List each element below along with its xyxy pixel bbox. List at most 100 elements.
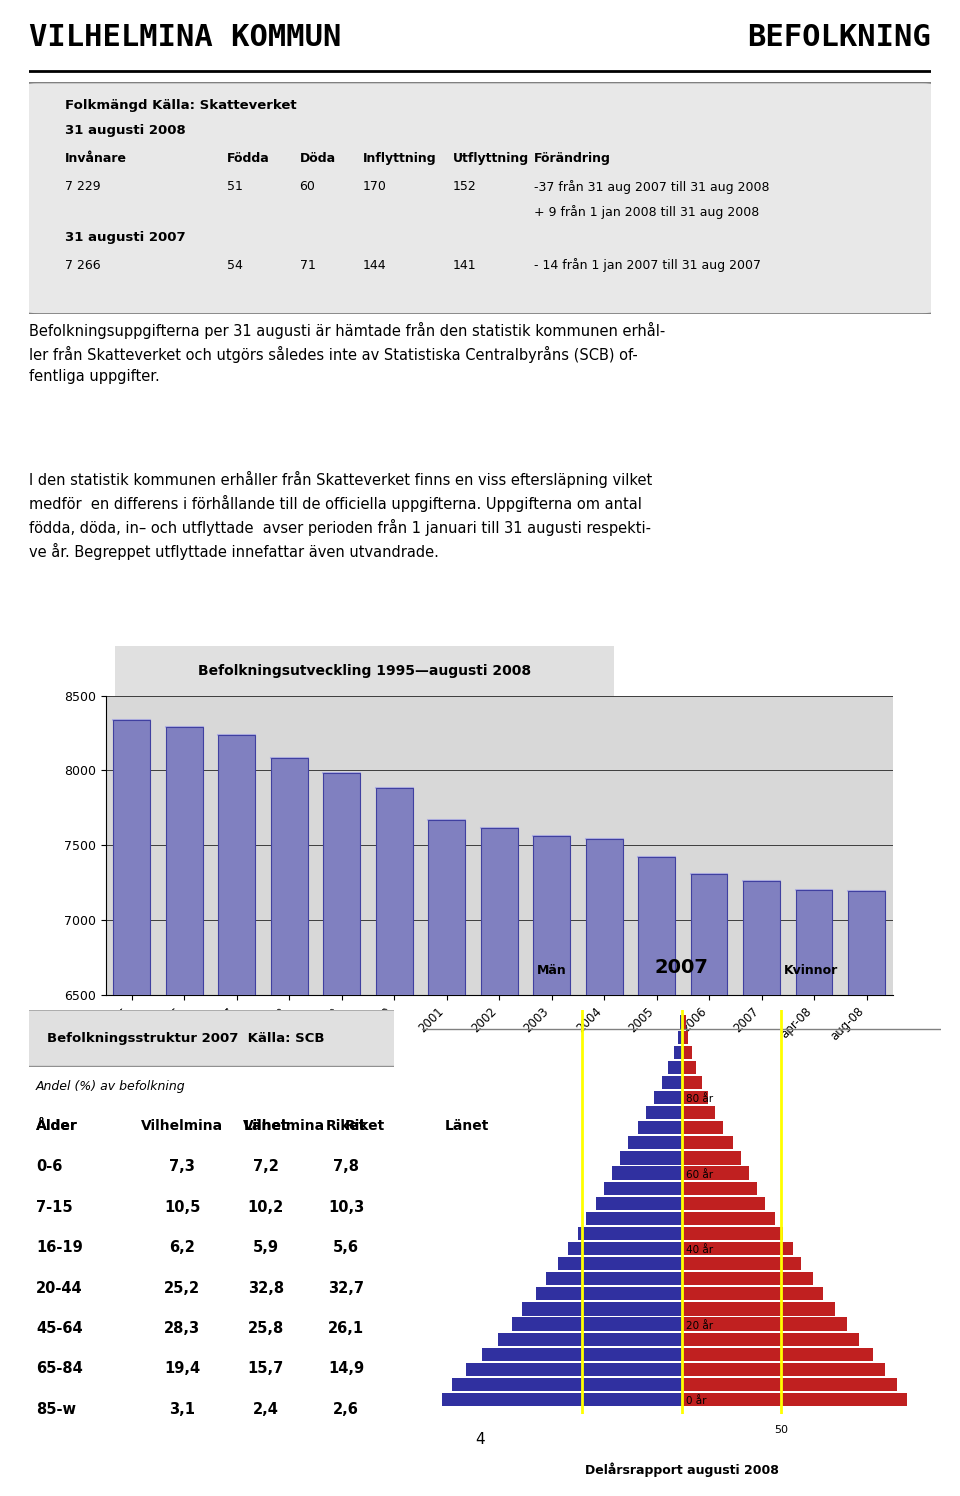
Text: 16-19: 16-19 [36,1240,83,1255]
Bar [682,1031,687,1044]
Bar [512,1318,682,1330]
Text: 54: 54 [228,259,243,271]
Text: 7,8: 7,8 [333,1159,359,1174]
Text: 65-84: 65-84 [36,1361,83,1376]
Text: Män: Män [538,965,566,977]
Bar [743,881,780,1496]
Text: 152: 152 [453,180,477,193]
Text: 60: 60 [300,180,316,193]
Bar [568,1242,682,1255]
Text: 141: 141 [453,259,476,271]
Text: 4: 4 [475,1432,485,1448]
Text: 3,1: 3,1 [169,1402,195,1417]
Text: Riket: Riket [326,1119,367,1132]
Text: Delårsrapport augusti 2008: Delårsrapport augusti 2008 [585,1462,779,1477]
Bar [682,1167,750,1180]
Bar [498,1333,682,1346]
Bar [796,890,832,1496]
Bar [682,1197,765,1210]
Bar [682,1257,802,1270]
Bar [522,1303,682,1315]
Text: 26,1: 26,1 [328,1321,364,1336]
Bar [586,838,622,1496]
Text: Förändring: Förändring [534,153,611,165]
Bar [534,836,570,1496]
Bar [482,1348,682,1361]
Bar [678,1031,682,1044]
Bar [849,890,885,1496]
Text: Ålder: Ålder [36,1119,78,1132]
Bar [682,1378,897,1391]
Text: 14,9: 14,9 [328,1361,364,1376]
Bar [271,758,307,1496]
Bar [682,1121,724,1134]
Text: 7-15: 7-15 [36,1200,73,1215]
Text: BEFOLKNING: BEFOLKNING [748,22,931,52]
Text: 85-w: 85-w [36,1402,76,1417]
Bar [682,1287,823,1300]
Text: 144: 144 [363,259,386,271]
Bar [166,727,203,1496]
Bar [682,1303,835,1315]
Bar [691,874,728,1496]
Bar [661,1076,682,1089]
Bar [682,1212,776,1225]
Bar [628,1137,682,1149]
Text: Befolkningsutveckling 1995—augusti 2008: Befolkningsutveckling 1995—augusti 2008 [198,664,532,678]
Text: 5,9: 5,9 [252,1240,279,1255]
Bar [682,1393,907,1406]
Text: 19,4: 19,4 [164,1361,200,1376]
Text: 0 år: 0 år [685,1396,707,1406]
Text: 31 augusti 2008: 31 augusti 2008 [65,124,185,138]
FancyBboxPatch shape [20,82,940,314]
Text: Döda: Döda [300,153,336,165]
Bar [682,1242,793,1255]
Text: 0-6: 0-6 [36,1159,62,1174]
Text: 40 år: 40 år [685,1245,712,1255]
Bar [654,1091,682,1104]
Text: Andel (%) av befolkning: Andel (%) av befolkning [36,1080,185,1094]
Bar [682,1106,715,1119]
Text: Folkmängd Källa: Skatteverket: Folkmängd Källa: Skatteverket [65,99,297,112]
Bar [452,1378,682,1391]
Text: 45-64: 45-64 [36,1321,83,1336]
Bar [682,1363,885,1376]
Text: 7 229: 7 229 [65,180,101,193]
FancyBboxPatch shape [11,1010,412,1067]
Bar [682,1076,702,1089]
Bar [376,788,413,1496]
Text: Utflyttning: Utflyttning [453,153,529,165]
Text: 7,2: 7,2 [253,1159,278,1174]
Bar [604,1182,682,1195]
Text: 25,2: 25,2 [164,1281,200,1296]
Bar [646,1106,682,1119]
Text: 71: 71 [300,259,316,271]
Text: Länet: Länet [244,1119,288,1132]
Bar [682,1333,859,1346]
Bar [219,735,255,1496]
Text: Vilhelmina: Vilhelmina [243,1119,325,1132]
Text: Ålder: Ålder [36,1119,78,1132]
Text: VILHELMINA KOMMUN: VILHELMINA KOMMUN [29,22,341,52]
Text: Länet: Länet [444,1119,489,1132]
Bar [667,1061,682,1074]
Bar [467,1363,682,1376]
Bar [682,1272,813,1285]
Text: 10,2: 10,2 [248,1200,284,1215]
Text: Vilhelmina: Vilhelmina [141,1119,223,1132]
Bar [682,1016,685,1029]
Bar [637,1121,682,1134]
Text: 20 år: 20 år [685,1321,712,1330]
Bar [443,1393,682,1406]
Bar [674,1046,682,1059]
FancyBboxPatch shape [90,643,639,699]
Text: - 14 från 1 jan 2007 till 31 aug 2007: - 14 från 1 jan 2007 till 31 aug 2007 [534,259,761,272]
Bar [558,1257,682,1270]
Bar [612,1167,682,1180]
Text: Födda: Födda [228,153,270,165]
Text: 15,7: 15,7 [248,1361,284,1376]
Text: 51: 51 [228,180,243,193]
Bar [620,1152,682,1164]
Text: 31 augusti 2007: 31 augusti 2007 [65,230,185,244]
Text: 60 år: 60 år [685,1170,712,1180]
